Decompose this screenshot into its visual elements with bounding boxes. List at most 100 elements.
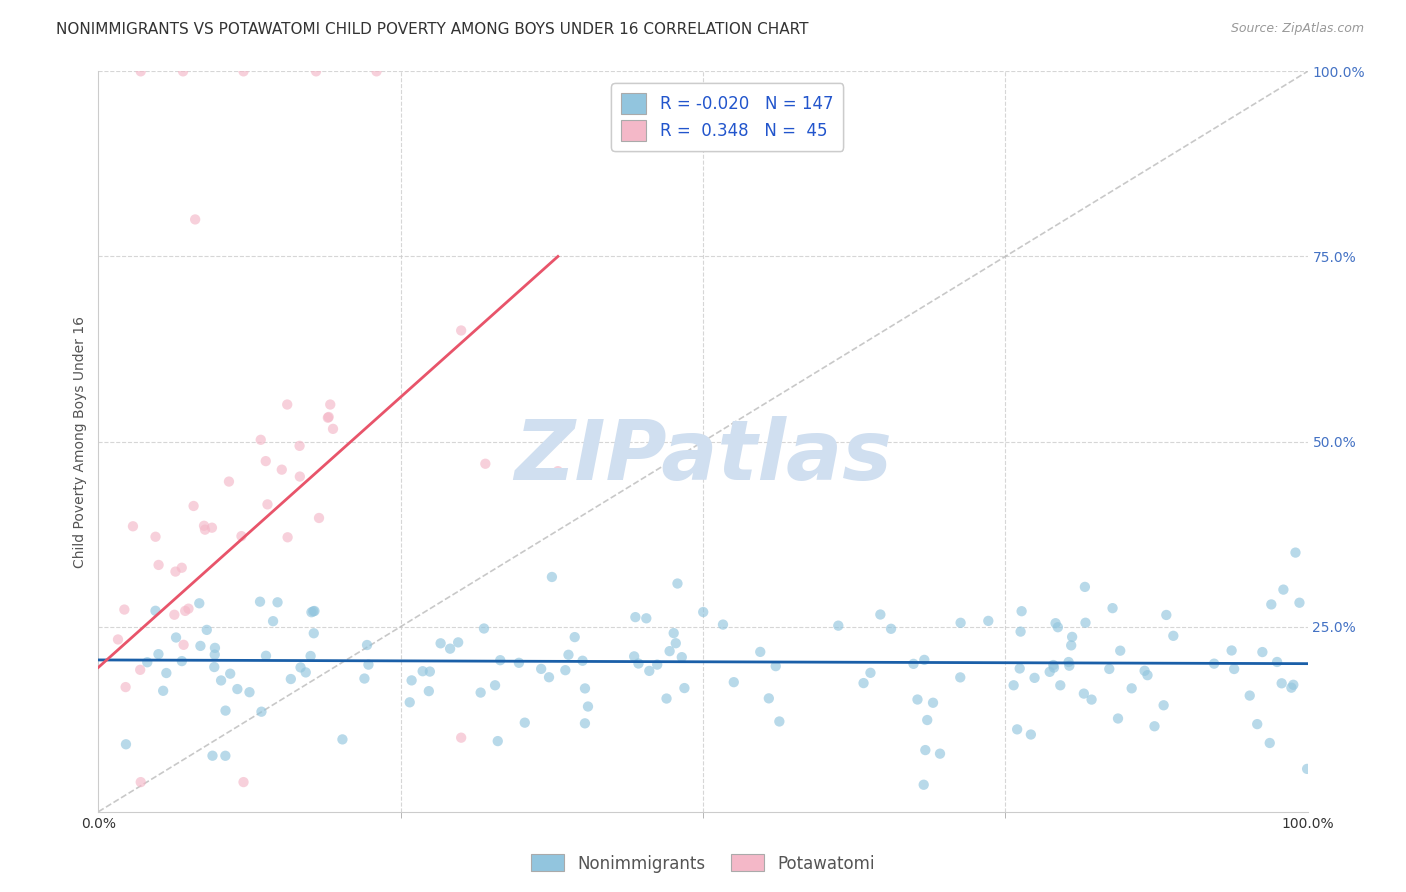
Point [450, 324, 472, 338]
Point [655, 691, 678, 706]
Point [183, 499, 205, 513]
Point [662, 626, 685, 640]
Point [574, 681, 596, 696]
Point [148, 558, 170, 572]
Point [254, 648, 277, 663]
Point [1109, 643, 1132, 657]
Point [366, 64, 388, 78]
Point [486, 734, 509, 748]
Point [1060, 639, 1083, 653]
Point [768, 714, 790, 729]
Point [1223, 662, 1246, 676]
Point [288, 439, 311, 453]
Point [1046, 620, 1069, 634]
Point [1143, 719, 1166, 733]
Point [155, 666, 177, 681]
Point [419, 665, 441, 679]
Point [209, 673, 232, 688]
Point [1153, 698, 1175, 713]
Point [484, 678, 506, 692]
Point [1059, 658, 1081, 673]
Point [474, 457, 496, 471]
Point [308, 511, 330, 525]
Point [112, 602, 135, 616]
Point [914, 743, 936, 757]
Point [439, 641, 461, 656]
Point [1260, 598, 1282, 612]
Point [1204, 657, 1226, 671]
Point [262, 614, 284, 628]
Point [302, 604, 325, 618]
Point [1098, 662, 1121, 676]
Point [145, 530, 167, 544]
Point [692, 605, 714, 619]
Point [152, 683, 174, 698]
Point [214, 748, 236, 763]
Point [907, 692, 929, 706]
Point [1101, 601, 1123, 615]
Point [1133, 664, 1156, 678]
Point [401, 673, 423, 688]
Point [204, 640, 226, 655]
Point [1163, 629, 1185, 643]
Point [1271, 676, 1294, 690]
Point [1239, 689, 1261, 703]
Point [1107, 711, 1129, 725]
Point [129, 775, 152, 789]
Point [723, 675, 745, 690]
Point [1057, 655, 1080, 669]
Point [188, 596, 211, 610]
Point [571, 654, 593, 668]
Point [115, 737, 138, 751]
Point [513, 715, 536, 730]
Point [1272, 582, 1295, 597]
Point [204, 648, 226, 662]
Point [929, 747, 952, 761]
Point [170, 654, 193, 668]
Point [1008, 661, 1031, 675]
Point [949, 670, 972, 684]
Point [1045, 616, 1067, 631]
Point [623, 649, 645, 664]
Point [174, 604, 197, 618]
Point [658, 644, 681, 658]
Point [665, 636, 688, 650]
Point [195, 623, 218, 637]
Point [547, 464, 569, 478]
Point [1288, 596, 1310, 610]
Point [232, 64, 254, 78]
Point [254, 454, 277, 468]
Point [305, 64, 328, 78]
Point [332, 732, 354, 747]
Point [145, 604, 167, 618]
Point [922, 696, 945, 710]
Point [977, 614, 1000, 628]
Point [666, 576, 689, 591]
Point [711, 617, 734, 632]
Point [294, 665, 316, 680]
Point [557, 648, 579, 662]
Point [201, 521, 224, 535]
Point [912, 778, 935, 792]
Point [1042, 658, 1064, 673]
Point [190, 639, 212, 653]
Point [827, 618, 849, 632]
Point [1011, 604, 1033, 618]
Point [1220, 643, 1243, 657]
Point [318, 409, 340, 424]
Point [1296, 762, 1319, 776]
Point [194, 523, 217, 537]
Point [1019, 727, 1042, 741]
Point [1251, 645, 1274, 659]
Point [322, 422, 344, 436]
Point [624, 610, 647, 624]
Text: ZIPatlas: ZIPatlas [515, 416, 891, 497]
Point [249, 595, 271, 609]
Point [165, 565, 187, 579]
Point [1136, 668, 1159, 682]
Text: Source: ZipAtlas.com: Source: ZipAtlas.com [1230, 22, 1364, 36]
Point [880, 622, 903, 636]
Point [1284, 546, 1306, 560]
Point [231, 529, 253, 543]
Point [1002, 678, 1025, 692]
